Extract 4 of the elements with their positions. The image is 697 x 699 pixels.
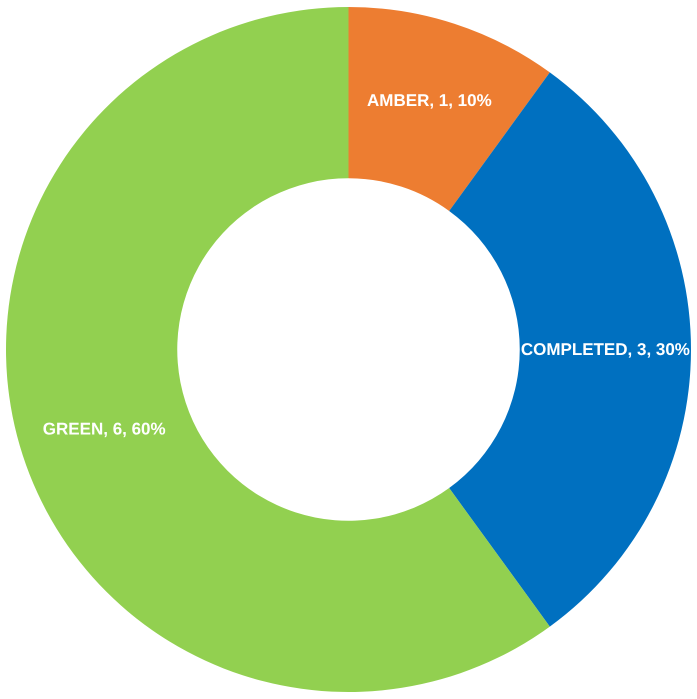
donut-slice xyxy=(348,7,550,211)
slice-label: GREEN, 6, 60% xyxy=(42,419,166,438)
slice-label: COMPLETED, 3, 30% xyxy=(520,340,690,359)
slice-label: AMBER, 1, 10% xyxy=(367,91,492,110)
